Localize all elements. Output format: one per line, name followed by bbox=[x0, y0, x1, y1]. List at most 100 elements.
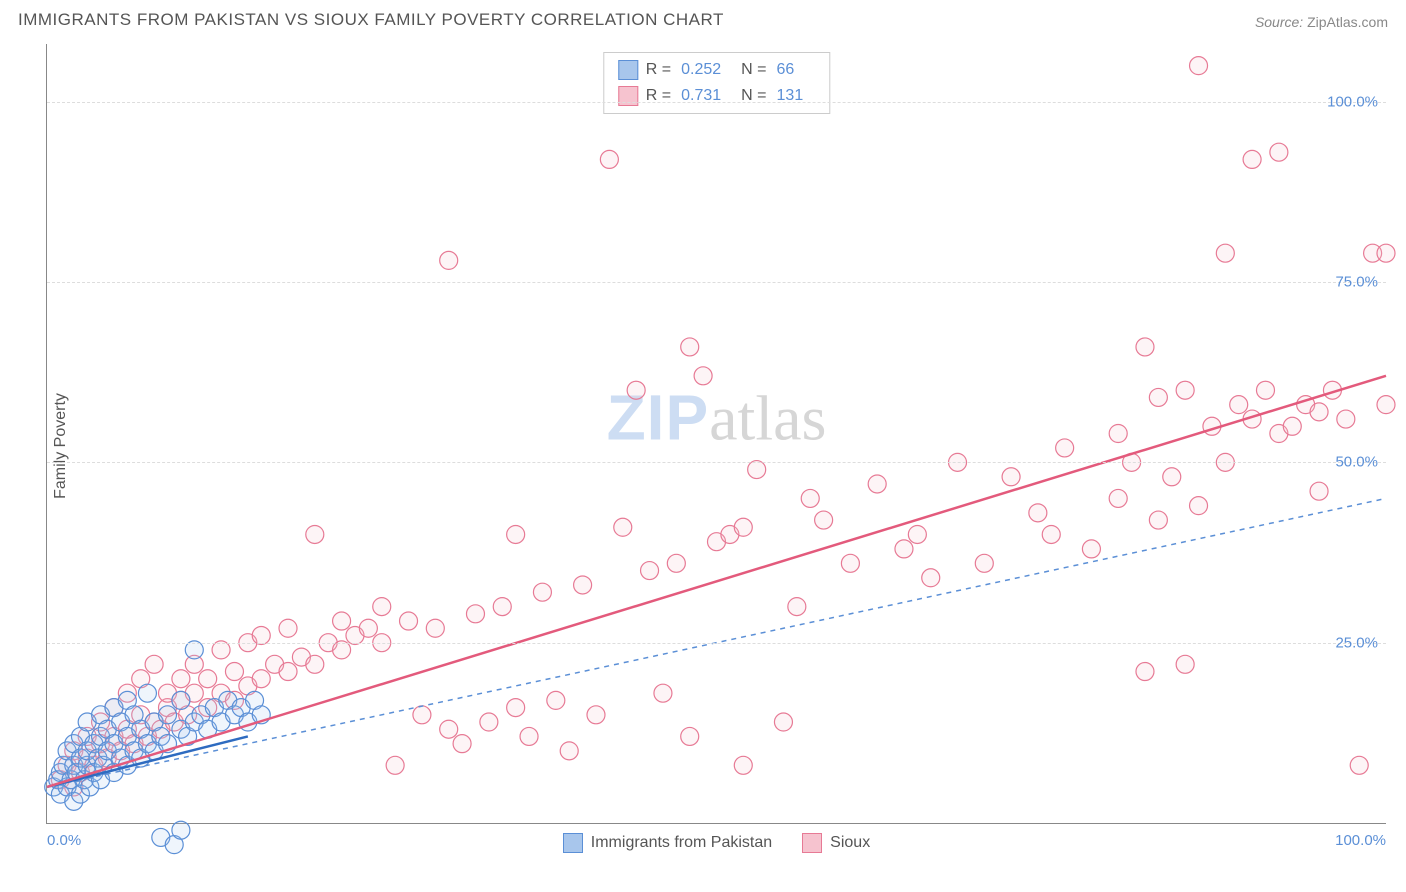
legend-item-sioux: Sioux bbox=[802, 833, 870, 853]
x-tick-label: 0.0% bbox=[47, 832, 81, 849]
data-point-sioux bbox=[1190, 497, 1208, 515]
data-point-sioux bbox=[373, 598, 391, 616]
y-tick-label: 75.0% bbox=[1335, 274, 1378, 291]
y-tick-label: 50.0% bbox=[1335, 454, 1378, 471]
data-point-sioux bbox=[279, 663, 297, 681]
y-tick-label: 100.0% bbox=[1327, 93, 1378, 110]
data-point-sioux bbox=[172, 670, 190, 688]
data-point-sioux bbox=[1283, 417, 1301, 435]
data-point-sioux bbox=[1256, 381, 1274, 399]
stats-legend: R = 0.252 N = 66 R = 0.731 N = 131 bbox=[603, 52, 830, 114]
data-point-sioux bbox=[507, 699, 525, 717]
gridline bbox=[47, 102, 1386, 103]
data-point-sioux bbox=[252, 670, 270, 688]
data-point-sioux bbox=[681, 338, 699, 356]
data-point-sioux bbox=[1136, 663, 1154, 681]
data-point-sioux bbox=[1029, 504, 1047, 522]
N-value-pakistan: 66 bbox=[777, 57, 795, 83]
data-point-sioux bbox=[386, 756, 404, 774]
data-point-sioux bbox=[975, 554, 993, 572]
data-point-sioux bbox=[426, 619, 444, 637]
data-point-sioux bbox=[1109, 425, 1127, 443]
data-point-sioux bbox=[1002, 468, 1020, 486]
R-value-pakistan: 0.252 bbox=[681, 57, 721, 83]
data-point-sioux bbox=[1230, 396, 1248, 414]
chart-title: IMMIGRANTS FROM PAKISTAN VS SIOUX FAMILY… bbox=[18, 10, 724, 30]
data-point-sioux bbox=[614, 518, 632, 536]
data-point-sioux bbox=[694, 367, 712, 385]
data-point-sioux bbox=[600, 150, 618, 168]
data-point-sioux bbox=[574, 576, 592, 594]
R-label: R = bbox=[646, 57, 671, 83]
data-point-sioux bbox=[815, 511, 833, 529]
data-point-sioux bbox=[1216, 244, 1234, 262]
data-point-sioux bbox=[734, 518, 752, 536]
data-point-sioux bbox=[1377, 244, 1395, 262]
data-point-sioux bbox=[1190, 57, 1208, 75]
data-point-sioux bbox=[627, 381, 645, 399]
data-point-sioux bbox=[922, 569, 940, 587]
data-point-sioux bbox=[306, 655, 324, 673]
data-point-sioux bbox=[908, 525, 926, 543]
data-point-sioux bbox=[734, 756, 752, 774]
data-point-sioux bbox=[279, 619, 297, 637]
data-point-sioux bbox=[1350, 756, 1368, 774]
data-point-sioux bbox=[1377, 396, 1395, 414]
data-point-sioux bbox=[225, 663, 243, 681]
data-point-sioux bbox=[493, 598, 511, 616]
data-point-sioux bbox=[1176, 381, 1194, 399]
legend-item-pakistan: Immigrants from Pakistan bbox=[563, 833, 772, 853]
N-label: N = bbox=[741, 83, 766, 109]
data-point-sioux bbox=[788, 598, 806, 616]
data-point-sioux bbox=[547, 691, 565, 709]
data-point-sioux bbox=[453, 735, 471, 753]
gridline bbox=[47, 462, 1386, 463]
source-credit: Source: ZipAtlas.com bbox=[1255, 14, 1388, 30]
data-point-sioux bbox=[641, 562, 659, 580]
data-point-sioux bbox=[1149, 388, 1167, 406]
data-point-pakistan bbox=[159, 706, 177, 724]
chart-area: ZIPatlas R = 0.252 N = 66 R = 0.731 N = … bbox=[46, 44, 1386, 824]
data-point-sioux bbox=[1176, 655, 1194, 673]
gridline bbox=[47, 282, 1386, 283]
data-point-sioux bbox=[1042, 525, 1060, 543]
gridline bbox=[47, 643, 1386, 644]
data-point-sioux bbox=[533, 583, 551, 601]
data-point-sioux bbox=[199, 670, 217, 688]
data-point-sioux bbox=[440, 251, 458, 269]
data-point-sioux bbox=[587, 706, 605, 724]
swatch-sioux bbox=[618, 86, 638, 106]
data-point-sioux bbox=[868, 475, 886, 493]
x-tick-label: 100.0% bbox=[1335, 832, 1386, 849]
data-point-sioux bbox=[1056, 439, 1074, 457]
data-point-sioux bbox=[1337, 410, 1355, 428]
data-point-sioux bbox=[1310, 403, 1328, 421]
source-name: ZipAtlas.com bbox=[1307, 14, 1388, 30]
data-point-sioux bbox=[507, 525, 525, 543]
data-point-sioux bbox=[480, 713, 498, 731]
R-label: R = bbox=[646, 83, 671, 109]
data-point-sioux bbox=[681, 727, 699, 745]
swatch-pakistan bbox=[563, 833, 583, 853]
data-point-sioux bbox=[1136, 338, 1154, 356]
data-point-sioux bbox=[413, 706, 431, 724]
legend-label-sioux: Sioux bbox=[830, 834, 870, 852]
data-point-sioux bbox=[466, 605, 484, 623]
N-value-sioux: 131 bbox=[777, 83, 804, 109]
data-point-sioux bbox=[841, 554, 859, 572]
data-point-sioux bbox=[306, 525, 324, 543]
data-point-sioux bbox=[440, 720, 458, 738]
data-point-sioux bbox=[1149, 511, 1167, 529]
data-point-sioux bbox=[895, 540, 913, 558]
data-point-sioux bbox=[359, 619, 377, 637]
stats-row-sioux: R = 0.731 N = 131 bbox=[618, 83, 815, 109]
scatter-plot-svg bbox=[47, 44, 1386, 823]
swatch-pakistan bbox=[618, 60, 638, 80]
data-point-sioux bbox=[1310, 482, 1328, 500]
data-point-sioux bbox=[560, 742, 578, 760]
legend-label-pakistan: Immigrants from Pakistan bbox=[591, 834, 772, 852]
data-point-sioux bbox=[1270, 143, 1288, 161]
source-label: Source: bbox=[1255, 14, 1303, 30]
data-point-pakistan bbox=[172, 691, 190, 709]
swatch-sioux bbox=[802, 833, 822, 853]
